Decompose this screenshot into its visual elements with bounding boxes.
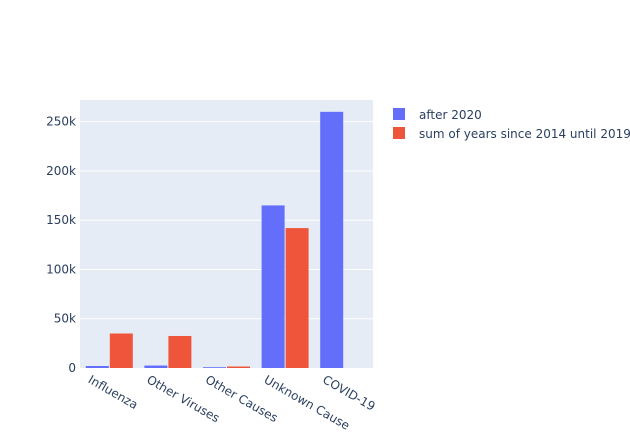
y-tick-label: 100k (46, 262, 76, 276)
bar[interactable] (203, 367, 226, 368)
legend-swatch-sum-of-years (393, 127, 405, 139)
bar[interactable] (261, 205, 285, 368)
legend-swatch-after-2020 (393, 108, 405, 120)
bar[interactable] (144, 365, 168, 368)
y-tick-label: 150k (46, 213, 76, 227)
bar[interactable] (227, 366, 250, 368)
legend-label-after-2020: after 2020 (419, 108, 482, 122)
bar[interactable] (285, 228, 309, 368)
legend-item-sum-of-years[interactable]: sum of years since 2014 until 2019 (393, 127, 630, 141)
y-tick-label: 200k (46, 164, 76, 178)
bar[interactable] (168, 335, 192, 368)
y-tick-label: 250k (46, 115, 76, 129)
legend-label-sum-of-years: sum of years since 2014 until 2019 (419, 127, 630, 141)
bar[interactable] (109, 333, 133, 368)
x-tick-label: Influenza (86, 372, 141, 412)
bars-group (85, 111, 344, 368)
bar[interactable] (320, 111, 344, 368)
legend[interactable]: after 2020 sum of years since 2014 until… (393, 108, 630, 141)
y-tick-label: 0 (68, 361, 76, 375)
y-tick-label: 50k (54, 312, 76, 326)
legend-item-after-2020[interactable]: after 2020 (393, 108, 482, 122)
bar[interactable] (85, 366, 109, 368)
y-axis-ticks: 0 50k 100k 150k 200k 250k (46, 115, 76, 375)
